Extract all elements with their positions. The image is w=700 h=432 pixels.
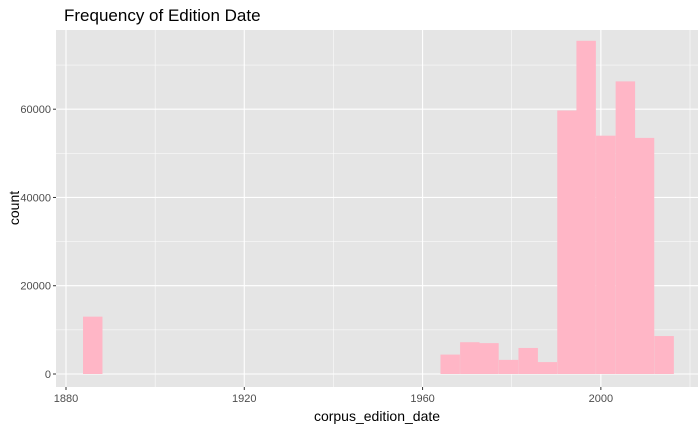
histogram-bar	[460, 342, 480, 374]
x-axis-ticks: 1880 1920 1960 2000	[54, 387, 613, 405]
y-tick-label: 0	[45, 369, 51, 381]
histogram-bar	[479, 343, 499, 374]
y-tick-label: 20000	[20, 281, 51, 293]
histogram-bar	[498, 359, 519, 374]
y-tick-label: 60000	[20, 104, 51, 116]
x-tick-label: 1920	[232, 393, 256, 405]
histogram-bar	[654, 336, 674, 374]
histogram-bar	[518, 347, 538, 374]
x-axis-title: corpus_edition_date	[314, 408, 440, 424]
y-axis-title: count	[6, 191, 22, 225]
x-tick-label: 1880	[54, 393, 78, 405]
bars	[83, 40, 674, 375]
histogram-bar	[83, 316, 103, 374]
y-tick-label: 40000	[20, 192, 51, 204]
histogram-bar	[596, 135, 616, 374]
histogram-bar	[537, 362, 558, 374]
histogram-bar	[440, 354, 460, 374]
major-grid	[56, 30, 698, 387]
x-tick-label: 1960	[410, 393, 434, 405]
chart-title: Frequency of Edition Date	[64, 6, 261, 25]
histogram-bar	[576, 40, 596, 374]
y-axis-ticks: 0 20000 40000 60000	[20, 104, 56, 381]
x-tick-label: 2000	[589, 393, 613, 405]
histogram-bar	[557, 110, 577, 375]
histogram-bar	[634, 137, 655, 374]
histogram-bar	[615, 81, 636, 375]
